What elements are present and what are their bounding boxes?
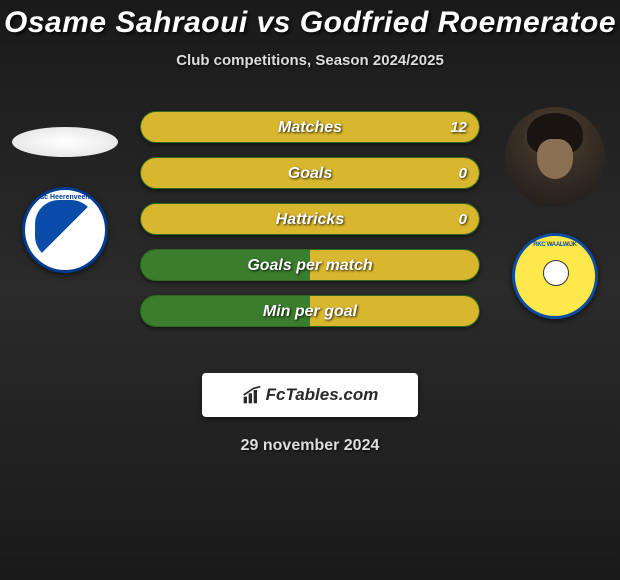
left-club-badge [22, 187, 108, 273]
page-subtitle: Club competitions, Season 2024/2025 [0, 52, 620, 69]
right-club-badge [512, 233, 598, 319]
stat-label: Matches [141, 112, 479, 143]
stat-row: Goals per match [140, 249, 480, 281]
stat-row: Matches12 [140, 111, 480, 143]
page-title: Osame Sahraoui vs Godfried Roemeratoe [0, 0, 620, 40]
stat-row: Goals0 [140, 157, 480, 189]
left-player-avatar [12, 127, 118, 157]
stat-label: Goals [141, 158, 479, 189]
right-player-avatar [505, 107, 605, 207]
stat-label: Hattricks [141, 204, 479, 235]
bar-chart-icon [242, 385, 262, 405]
stat-right-value: 12 [450, 112, 467, 143]
comparison-area: Matches12Goals0Hattricks0Goals per match… [0, 107, 620, 367]
brand-badge: FcTables.com [202, 373, 418, 417]
brand-text: FcTables.com [266, 385, 379, 405]
stat-row: Min per goal [140, 295, 480, 327]
left-player-column [10, 107, 120, 273]
snapshot-date: 29 november 2024 [0, 437, 620, 455]
stat-label: Goals per match [141, 250, 479, 281]
stat-right-value: 0 [459, 204, 467, 235]
stat-bars: Matches12Goals0Hattricks0Goals per match… [140, 107, 480, 327]
right-player-column [500, 107, 610, 319]
stat-right-value: 0 [459, 158, 467, 189]
stat-row: Hattricks0 [140, 203, 480, 235]
stat-label: Min per goal [141, 296, 479, 327]
